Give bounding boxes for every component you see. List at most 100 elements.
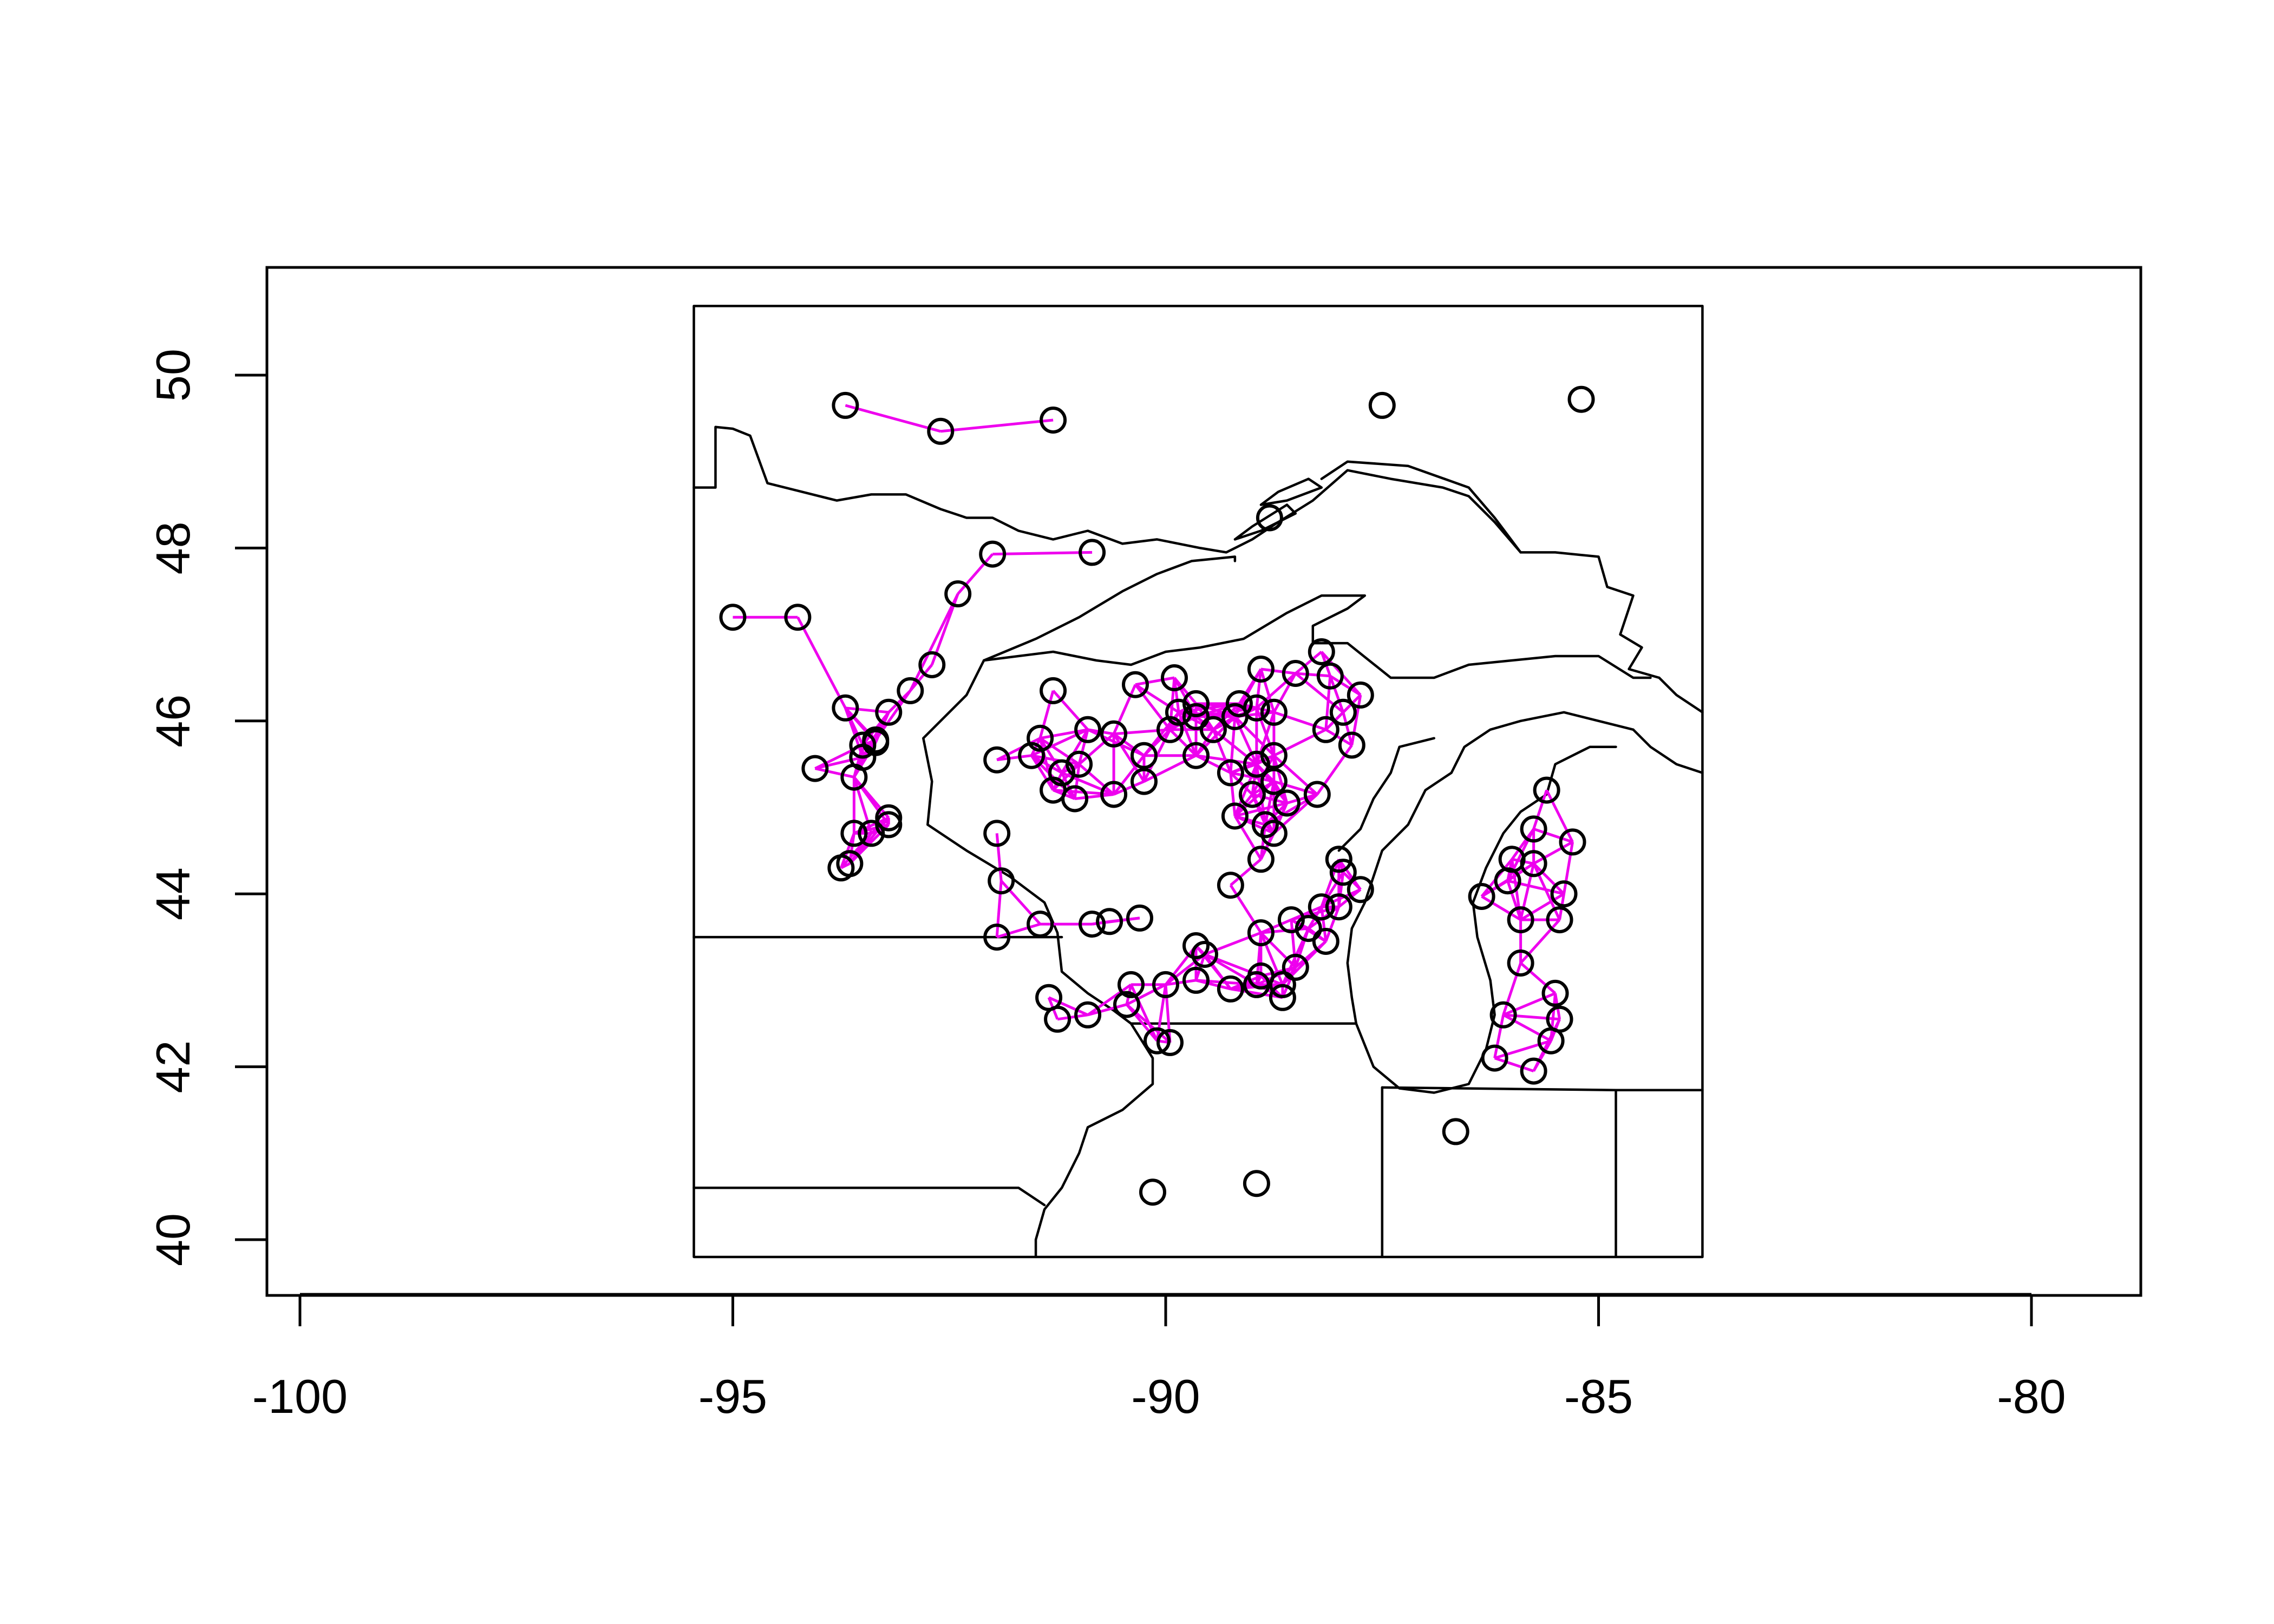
network-edge bbox=[1533, 841, 1573, 865]
network-edge bbox=[845, 706, 889, 714]
network-node bbox=[1243, 750, 1270, 778]
y-tick-label: 40 bbox=[146, 1213, 200, 1266]
network-edge bbox=[1143, 729, 1171, 757]
network-node bbox=[944, 580, 972, 607]
network-edge bbox=[957, 553, 994, 595]
network-edge bbox=[1320, 859, 1341, 908]
network-edge bbox=[1259, 833, 1276, 860]
network-node bbox=[1061, 785, 1089, 813]
network-node bbox=[983, 746, 1011, 774]
green-bay-west bbox=[1337, 737, 1435, 852]
network-edge bbox=[1324, 676, 1332, 730]
network-node bbox=[1251, 811, 1279, 839]
network-edge bbox=[1273, 793, 1318, 835]
network-edge bbox=[1506, 880, 1522, 920]
network-edge bbox=[1073, 764, 1081, 799]
network-node bbox=[1139, 1178, 1166, 1206]
network-node bbox=[1165, 698, 1192, 726]
network-node bbox=[1494, 867, 1521, 895]
network-edge bbox=[1038, 690, 1055, 739]
network-edge bbox=[796, 617, 847, 709]
network-node bbox=[836, 850, 864, 878]
network-node bbox=[1567, 385, 1595, 413]
network-edge bbox=[1260, 918, 1292, 934]
network-node bbox=[1282, 660, 1309, 687]
network-edge bbox=[1256, 672, 1297, 709]
network-edge bbox=[1204, 931, 1262, 956]
network-edge bbox=[996, 754, 1032, 762]
network-node bbox=[1247, 656, 1275, 683]
x-tick-label: -85 bbox=[1564, 1370, 1633, 1423]
network-edge bbox=[1234, 716, 1275, 757]
wisconsin-west-border bbox=[922, 659, 1133, 1025]
network-node bbox=[1079, 539, 1106, 566]
network-edge bbox=[1273, 780, 1318, 796]
network-edge bbox=[1329, 675, 1345, 713]
network-edge bbox=[1338, 888, 1362, 908]
network-edge bbox=[1256, 754, 1275, 765]
network-node bbox=[1199, 716, 1227, 743]
iowa-missouri-border bbox=[692, 1186, 1046, 1207]
network-edge bbox=[845, 404, 941, 433]
network-edge bbox=[1229, 716, 1237, 773]
network-node bbox=[1113, 991, 1140, 1018]
network-edge bbox=[1126, 983, 1167, 1006]
network-edge bbox=[1030, 737, 1042, 756]
network-node bbox=[1368, 391, 1396, 419]
network-edge bbox=[1113, 728, 1171, 736]
network-edge bbox=[1260, 667, 1296, 675]
network-edge bbox=[840, 862, 851, 869]
network-node bbox=[1277, 906, 1305, 934]
network-node bbox=[983, 924, 1011, 951]
network-node bbox=[719, 604, 747, 631]
network-edge bbox=[1234, 802, 1288, 817]
network-edge bbox=[1112, 684, 1137, 735]
network-edge bbox=[1532, 789, 1548, 830]
network-edge bbox=[1520, 893, 1565, 921]
network-edge bbox=[1077, 729, 1089, 765]
network-edge bbox=[1113, 755, 1145, 796]
network-edge bbox=[1494, 1057, 1534, 1072]
network-edge bbox=[1519, 962, 1557, 994]
network-edge bbox=[1233, 763, 1258, 817]
network-node bbox=[1161, 664, 1188, 691]
network-node bbox=[1238, 781, 1266, 808]
network-node bbox=[1325, 893, 1352, 921]
network-node bbox=[1481, 1044, 1508, 1072]
network-node bbox=[1260, 742, 1288, 769]
network-edge bbox=[1342, 712, 1354, 746]
network-node bbox=[1182, 966, 1210, 994]
lake-michigan-south-east bbox=[1355, 745, 1617, 1094]
network-node bbox=[1221, 802, 1249, 830]
network-edge bbox=[1493, 1014, 1505, 1059]
network-edge bbox=[1295, 651, 1323, 675]
network-node bbox=[1468, 883, 1495, 910]
network-node bbox=[1260, 698, 1288, 726]
network-node bbox=[1260, 768, 1288, 795]
network-node bbox=[1040, 677, 1067, 704]
network-edge bbox=[1545, 789, 1574, 843]
network-node bbox=[858, 820, 885, 847]
network-node bbox=[1347, 681, 1374, 709]
network-node bbox=[1325, 846, 1352, 873]
network-node bbox=[840, 820, 868, 847]
network-node bbox=[862, 729, 890, 756]
network-edge bbox=[996, 922, 1041, 939]
basemap bbox=[692, 304, 1704, 1259]
network-node bbox=[1308, 893, 1335, 921]
network-node bbox=[1507, 949, 1534, 977]
network-node bbox=[1312, 716, 1339, 743]
network-node bbox=[1316, 662, 1344, 690]
network-node bbox=[979, 540, 1007, 568]
network-node bbox=[1520, 850, 1547, 878]
y-tick-label: 46 bbox=[146, 695, 200, 748]
network-node bbox=[1273, 789, 1301, 817]
network-edge bbox=[1030, 755, 1055, 791]
network-nodes bbox=[719, 385, 1595, 1206]
network-edge bbox=[1212, 728, 1258, 765]
network-node bbox=[1217, 872, 1244, 899]
network-edge bbox=[1324, 906, 1341, 942]
network-edge bbox=[1291, 905, 1339, 921]
network-edge bbox=[1125, 984, 1133, 1005]
network-node bbox=[1243, 971, 1270, 998]
